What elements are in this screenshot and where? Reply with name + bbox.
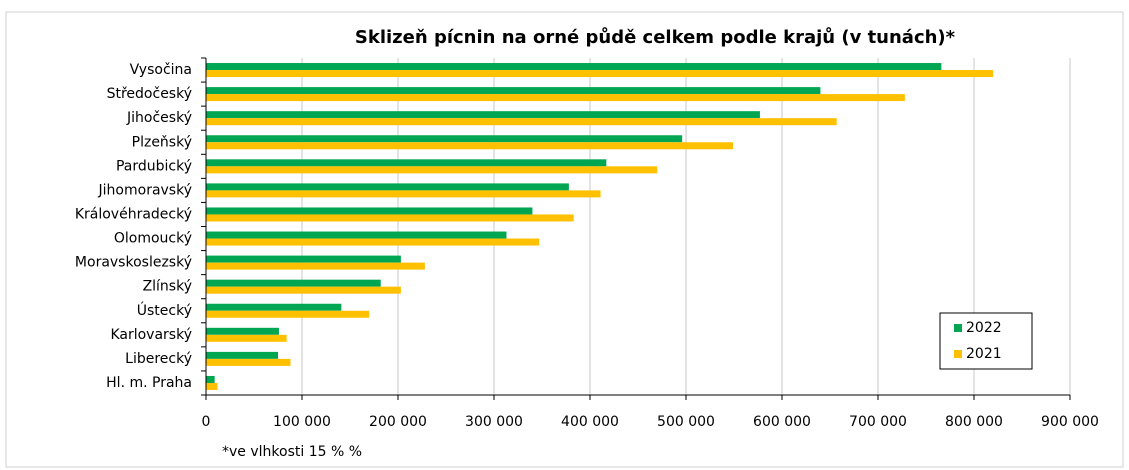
y-tick-label: Plzeňský <box>132 134 192 150</box>
bar <box>206 334 287 342</box>
bar <box>206 351 278 359</box>
x-tick-label: 100 000 <box>273 414 331 430</box>
bar <box>206 214 574 222</box>
bar <box>206 310 370 318</box>
bar <box>206 166 658 174</box>
y-tick-label: Ústecký <box>137 301 192 319</box>
legend-box <box>939 312 1033 370</box>
bar <box>206 87 821 95</box>
legend-label: 2021 <box>966 346 1002 362</box>
legend-swatch <box>954 324 962 332</box>
y-tick-label: Hl. m. Praha <box>106 375 192 391</box>
x-tick-label: 800 000 <box>945 414 1003 430</box>
bar <box>206 207 533 215</box>
bar <box>206 286 401 294</box>
y-tick-label: Královéhradecký <box>75 206 192 222</box>
bar <box>206 142 734 150</box>
footnote: *ve vlhkosti 15 % % <box>222 444 362 460</box>
x-tick-label: 600 000 <box>753 414 811 430</box>
bar <box>206 238 540 246</box>
y-tick-label: Pardubický <box>116 158 192 174</box>
bar <box>206 279 381 287</box>
bar <box>206 231 507 239</box>
y-tick-label: Karlovarský <box>110 327 192 343</box>
y-tick-label: Olomoucký <box>114 231 192 247</box>
x-tick-label: 700 000 <box>849 414 907 430</box>
x-tick-label: 900 000 <box>1041 414 1099 430</box>
bar <box>206 70 994 78</box>
bar <box>206 135 683 143</box>
bar <box>206 159 607 167</box>
bar <box>206 327 279 335</box>
bar <box>206 118 837 126</box>
bar <box>206 375 215 383</box>
chart-title: Sklizeň pícnin na orné půdě celkem podle… <box>355 26 956 48</box>
x-tick-label: 0 <box>202 414 211 430</box>
bar <box>206 94 905 102</box>
x-tick-label: 500 000 <box>657 414 715 430</box>
bar <box>206 183 569 191</box>
y-tick-label: Liberecký <box>125 351 192 367</box>
bar <box>206 382 218 390</box>
legend-swatch <box>954 350 962 358</box>
bar <box>206 358 291 366</box>
y-tick-label: Jihomoravský <box>98 182 192 198</box>
bar <box>206 303 342 311</box>
bar <box>206 111 760 119</box>
legend-label: 2022 <box>966 320 1002 336</box>
x-tick-label: 300 000 <box>465 414 523 430</box>
y-tick-label: Vysočina <box>130 62 192 78</box>
bar <box>206 63 942 71</box>
x-tick-label: 400 000 <box>561 414 619 430</box>
x-tick-label: 200 000 <box>369 414 427 430</box>
y-tick-label: Středočeský <box>107 86 192 102</box>
bar <box>206 262 425 270</box>
y-tick-label: Jihočeský <box>126 110 192 126</box>
y-tick-label: Moravskoslezský <box>75 255 192 271</box>
y-tick-label: Zlínský <box>143 279 192 295</box>
bar <box>206 190 601 198</box>
bar <box>206 255 401 263</box>
